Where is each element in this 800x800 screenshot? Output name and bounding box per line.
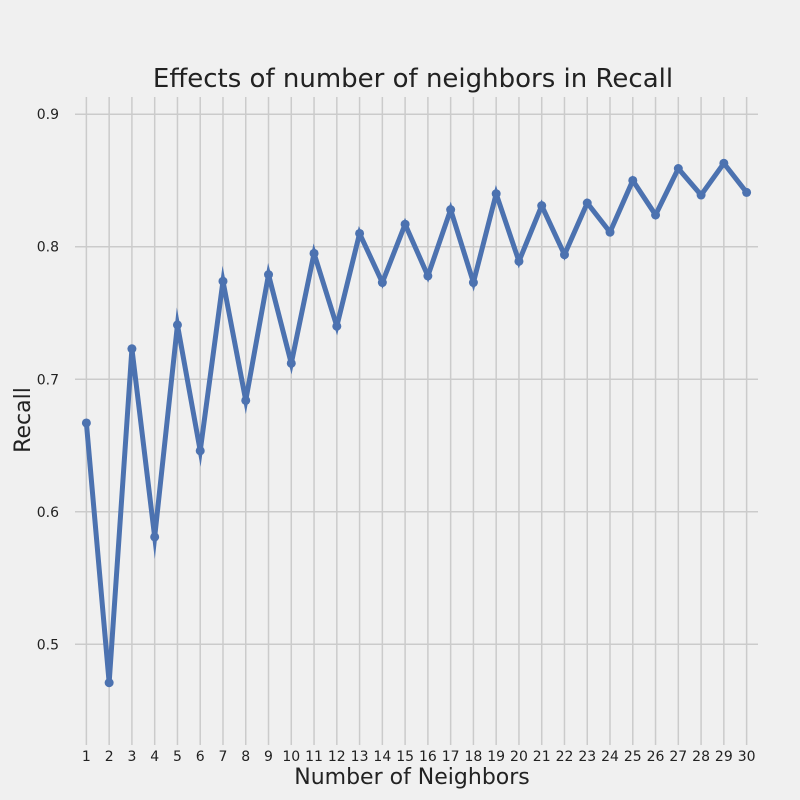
data-point [309, 248, 319, 258]
data-point [468, 278, 478, 288]
x-tick-label: 12 [328, 749, 346, 765]
data-point [605, 227, 615, 237]
x-tick-label: 6 [196, 749, 205, 765]
x-tick-label: 27 [669, 749, 687, 765]
x-tick-label: 10 [282, 749, 300, 765]
x-tick-label: 17 [442, 749, 460, 765]
data-point [241, 395, 251, 405]
x-tick-label: 13 [351, 749, 369, 765]
data-point [719, 158, 729, 168]
data-point [559, 250, 569, 260]
x-tick-label: 19 [487, 749, 505, 765]
x-axis-label: Number of Neighbors [294, 765, 530, 790]
y-tick-label: 0.7 [37, 372, 59, 388]
chart-title: Effects of number of neighbors in Recall [153, 64, 673, 94]
y-axis-label: Recall [11, 387, 36, 453]
data-point [332, 321, 342, 331]
data-point [150, 532, 160, 542]
series-layer [81, 158, 752, 688]
x-tick-label: 18 [465, 749, 483, 765]
data-point [81, 418, 91, 428]
x-tick-label: 21 [533, 749, 551, 765]
data-point [673, 164, 683, 174]
x-tick-label: 29 [715, 749, 733, 765]
x-tick-label: 1 [82, 749, 91, 765]
data-point [377, 278, 387, 288]
data-point [582, 198, 592, 208]
x-tick-label: 24 [601, 749, 619, 765]
x-tick-label: 23 [578, 749, 596, 765]
x-tick-label: 14 [373, 749, 391, 765]
data-point [400, 219, 410, 229]
x-tick-label: 26 [647, 749, 665, 765]
data-point [355, 228, 365, 238]
data-point [423, 271, 433, 281]
data-point [537, 201, 547, 211]
y-tick-label: 0.6 [37, 505, 59, 521]
x-tick-label: 25 [624, 749, 642, 765]
data-point [104, 678, 114, 688]
series-line [83, 159, 749, 683]
x-tick-label: 28 [692, 749, 710, 765]
y-tick-label: 0.8 [37, 240, 59, 256]
x-tick-label: 16 [419, 749, 437, 765]
x-tick-label: 22 [556, 749, 574, 765]
x-tick-label: 5 [173, 749, 182, 765]
data-point [127, 344, 137, 354]
data-point [172, 320, 182, 330]
data-point [446, 205, 456, 215]
data-point [514, 256, 524, 266]
data-point [195, 446, 205, 456]
x-tick-label: 2 [105, 749, 114, 765]
x-tick-label: 7 [219, 749, 228, 765]
y-tick-label: 0.5 [37, 637, 59, 653]
x-tick-label: 8 [241, 749, 250, 765]
y-tick-label: 0.9 [37, 107, 59, 123]
x-tick-label: 20 [510, 749, 528, 765]
y-tick-labels: 0.5 0.6 0.7 0.8 0.9 [37, 107, 59, 653]
data-point [696, 190, 706, 200]
x-gridlines [85, 97, 748, 745]
data-point [491, 189, 501, 199]
data-point [286, 358, 296, 368]
x-tick-label: 3 [127, 749, 136, 765]
data-point [651, 210, 661, 220]
x-tick-label: 4 [150, 749, 159, 765]
x-tick-label: 15 [396, 749, 414, 765]
x-tick-label: 9 [264, 749, 273, 765]
data-point [628, 175, 638, 185]
data-point [264, 270, 274, 280]
data-point [742, 187, 752, 197]
x-tick-labels: 1 2 3 4 5 6 7 8 9 10 11 12 13 14 15 16 17 18 19 20 21 22 23 24 2… [82, 749, 756, 765]
data-point [218, 276, 228, 286]
x-tick-label: 11 [305, 749, 323, 765]
x-tick-label: 30 [738, 749, 756, 765]
